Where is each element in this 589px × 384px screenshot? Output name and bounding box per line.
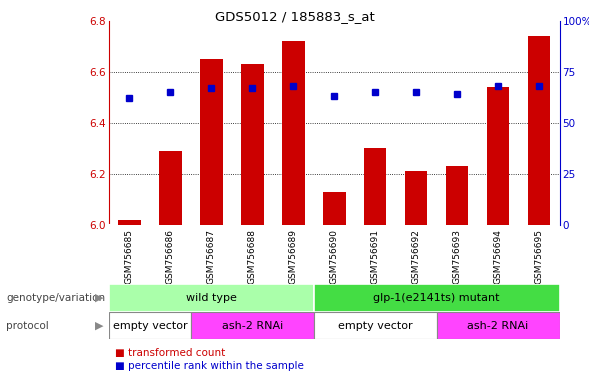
Text: wild type: wild type xyxy=(186,293,237,303)
Text: GSM756694: GSM756694 xyxy=(494,229,502,284)
Text: ■ percentile rank within the sample: ■ percentile rank within the sample xyxy=(115,361,304,371)
Text: GSM756687: GSM756687 xyxy=(207,229,216,285)
Bar xyxy=(282,41,305,225)
Text: ■ transformed count: ■ transformed count xyxy=(115,348,225,358)
Text: GSM756693: GSM756693 xyxy=(452,229,462,285)
Text: glp-1(e2141ts) mutant: glp-1(e2141ts) mutant xyxy=(373,293,500,303)
Bar xyxy=(364,148,386,225)
Bar xyxy=(314,284,560,312)
Text: GSM756692: GSM756692 xyxy=(412,229,421,284)
Text: GSM756686: GSM756686 xyxy=(166,229,175,285)
Bar xyxy=(241,65,264,225)
Text: protocol: protocol xyxy=(6,321,49,331)
Bar xyxy=(118,220,141,225)
Text: GSM756685: GSM756685 xyxy=(125,229,134,285)
Bar xyxy=(436,312,560,339)
Text: GSM756695: GSM756695 xyxy=(535,229,544,285)
Bar xyxy=(109,312,191,339)
Text: GSM756691: GSM756691 xyxy=(370,229,380,285)
Text: ash-2 RNAi: ash-2 RNAi xyxy=(221,321,283,331)
Bar xyxy=(191,312,314,339)
Text: GSM756688: GSM756688 xyxy=(248,229,257,285)
Text: ash-2 RNAi: ash-2 RNAi xyxy=(468,321,529,331)
Bar xyxy=(405,171,428,225)
Text: ▶: ▶ xyxy=(95,321,103,331)
Bar xyxy=(528,36,550,225)
Bar xyxy=(323,192,346,225)
Bar xyxy=(159,151,181,225)
Bar xyxy=(446,166,468,225)
Bar xyxy=(314,312,436,339)
Text: GDS5012 / 185883_s_at: GDS5012 / 185883_s_at xyxy=(214,10,375,23)
Text: empty vector: empty vector xyxy=(338,321,412,331)
Bar xyxy=(200,59,223,225)
Text: ▶: ▶ xyxy=(95,293,103,303)
Text: genotype/variation: genotype/variation xyxy=(6,293,105,303)
Bar xyxy=(487,87,509,225)
Text: GSM756690: GSM756690 xyxy=(330,229,339,285)
Bar xyxy=(109,284,314,312)
Text: empty vector: empty vector xyxy=(112,321,187,331)
Text: GSM756689: GSM756689 xyxy=(289,229,298,285)
